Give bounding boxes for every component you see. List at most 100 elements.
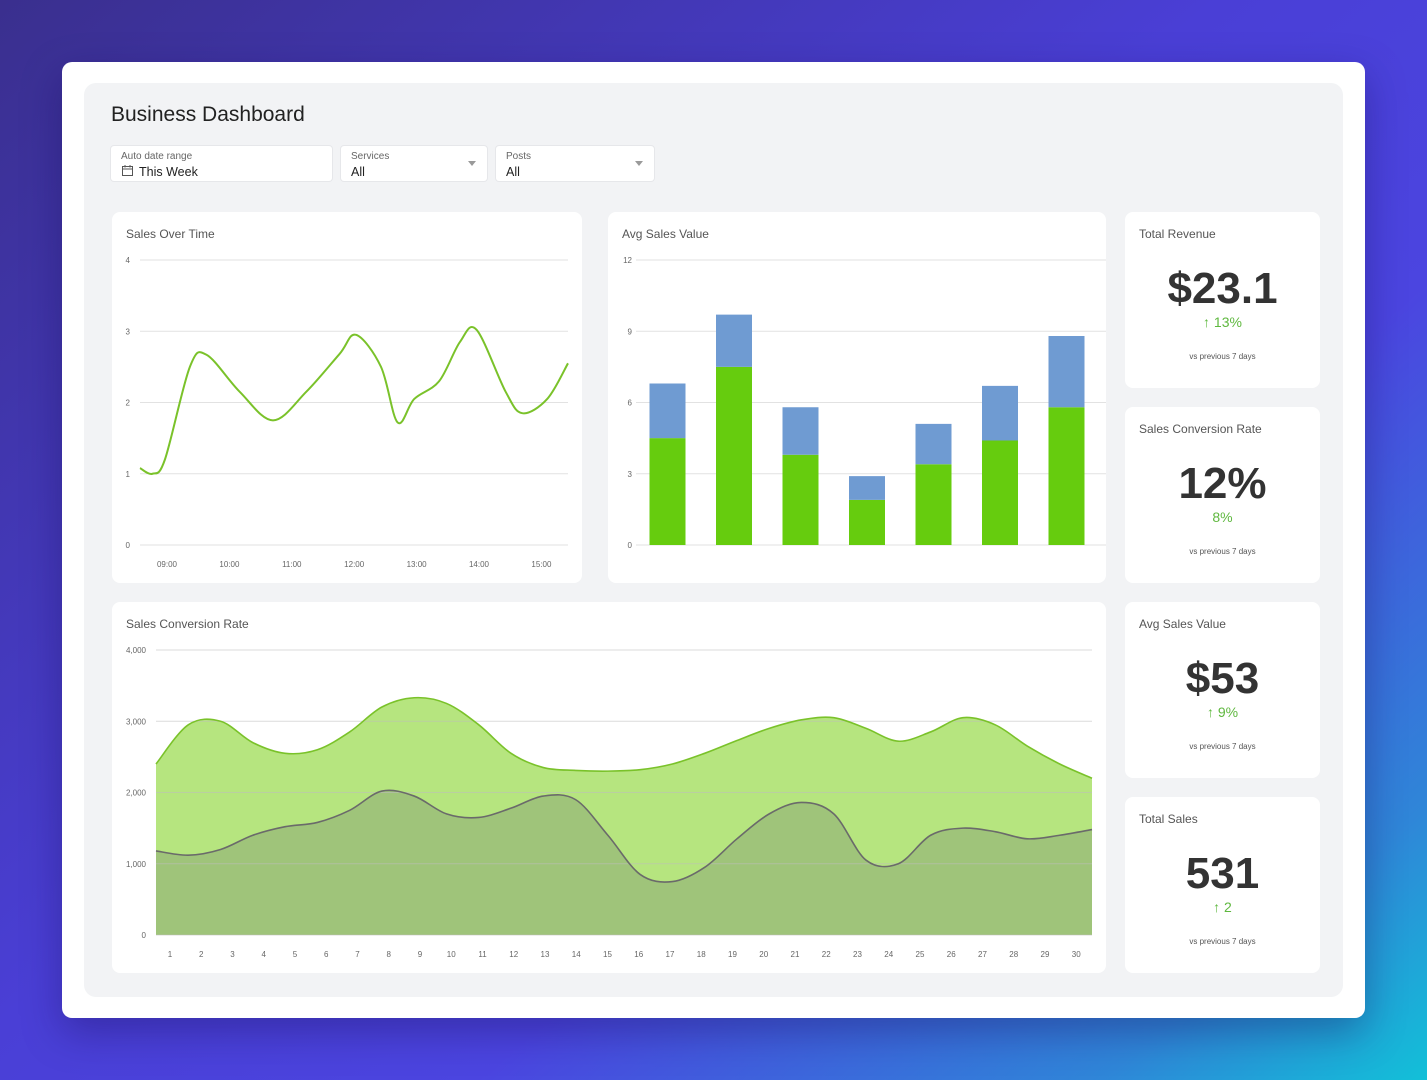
kpi-avg-sales-value: Avg Sales Value $53 ↑ 9% vs previous 7 d… (1125, 602, 1320, 778)
kpi-title: Sales Conversion Rate (1139, 422, 1262, 436)
kpi-note: vs previous 7 days (1189, 547, 1256, 556)
x-tick-label: 5 (293, 950, 298, 959)
x-tick-label: 27 (978, 950, 987, 959)
kpi-title: Total Sales (1139, 812, 1198, 826)
bar-lower (782, 454, 819, 545)
kpi-change: 8% (1212, 509, 1233, 525)
card-title: Sales Over Time (126, 227, 215, 241)
x-tick-label: 23 (853, 950, 862, 959)
y-tick-label: 1,000 (126, 860, 147, 869)
sales-conversion-rate-card: 0 1,000 2,000 3,000 4,000 1 2 3 4 5 6 7 8 9 10 11 12 13 14… (112, 602, 1106, 973)
bar-lower (849, 499, 885, 545)
x-tick-label: 26 (947, 950, 956, 959)
avg-sales-value-chart: 0 3 6 9 12 (623, 256, 1106, 550)
posts-value: All (506, 165, 520, 179)
y-tick-label: 0 (142, 931, 147, 940)
kpi-value: 12% (1178, 459, 1267, 508)
kpi-change: ↑ 2 (1213, 899, 1232, 915)
y-tick-label: 1 (126, 470, 131, 479)
x-tick-label: 4 (262, 950, 267, 959)
kpi-title: Avg Sales Value (1139, 617, 1226, 631)
y-tick-label: 4 (126, 256, 131, 265)
y-tick-label: 12 (623, 256, 632, 265)
x-tick-label: 19 (728, 950, 737, 959)
card-title: Sales Conversion Rate (126, 617, 249, 631)
x-tick-label: 2 (199, 950, 204, 959)
bar-upper (915, 423, 952, 465)
x-tick-label: 6 (324, 950, 329, 959)
posts-label: Posts (506, 151, 532, 162)
x-tick-label: 09:00 (157, 560, 178, 569)
y-tick-label: 9 (628, 327, 633, 336)
kpi-change: ↑ 13% (1203, 314, 1242, 330)
services-label: Services (351, 151, 390, 162)
avg-sales-value-card: 0 3 6 9 12 Avg Sales Value (608, 212, 1106, 583)
kpi-note: vs previous 7 days (1189, 937, 1256, 946)
kpi-note: vs previous 7 days (1189, 352, 1256, 361)
kpi-change: ↑ 9% (1206, 704, 1239, 720)
x-tick-label: 12:00 (344, 560, 365, 569)
bar-upper (649, 383, 686, 439)
x-tick-label: 3 (230, 950, 235, 959)
x-tick-label: 20 (759, 950, 768, 959)
x-tick-label: 12 (509, 950, 518, 959)
x-tick-label: 11 (478, 950, 487, 959)
x-tick-label: 29 (1041, 950, 1050, 959)
bar-upper (1048, 336, 1085, 408)
date-range-value: This Week (139, 165, 198, 179)
kpi-title: Total Revenue (1139, 227, 1216, 241)
dashboard-canvas: Business Dashboard Auto date range This … (84, 83, 1343, 997)
series-line-upper (155, 696, 1093, 779)
x-tick-label: 22 (822, 950, 831, 959)
x-tick-label: 17 (666, 950, 675, 959)
y-tick-label: 3,000 (126, 717, 147, 726)
bar-lower (716, 366, 752, 545)
x-tick-label: 11:00 (282, 560, 302, 569)
area-lower (156, 790, 1092, 935)
x-tick-label: 24 (884, 950, 893, 959)
y-tick-label: 2,000 (126, 789, 147, 798)
x-tick-label: 30 (1072, 950, 1081, 959)
calendar-icon (122, 165, 133, 176)
bar-upper (982, 385, 1018, 441)
kpi-value: $53 (1185, 654, 1260, 703)
bar-upper (849, 476, 885, 500)
y-tick-label: 3 (126, 327, 131, 336)
y-tick-label: 0 (628, 541, 633, 550)
kpi-note: vs previous 7 days (1189, 742, 1256, 751)
kpi-value: $23.1 (1167, 264, 1278, 313)
date-range-filter[interactable]: Auto date range This Week (111, 146, 332, 181)
x-tick-label: 8 (387, 950, 392, 959)
posts-filter[interactable]: Posts All (496, 146, 654, 181)
card-title: Avg Sales Value (622, 227, 709, 241)
x-tick-label: 15 (603, 950, 612, 959)
x-tick-label: 28 (1009, 950, 1018, 959)
kpi-total-sales: Total Sales 531 ↑ 2 vs previous 7 days (1125, 797, 1320, 973)
y-tick-label: 6 (628, 399, 633, 408)
services-value: All (351, 165, 365, 179)
x-tick-label: 1 (168, 950, 173, 959)
dashboard-window: Business Dashboard Auto date range This … (62, 62, 1365, 1018)
kpi-value: 531 (1185, 849, 1260, 898)
date-range-label: Auto date range (121, 151, 193, 162)
bar-upper (716, 314, 752, 367)
chevron-down-icon (468, 161, 476, 166)
y-tick-label: 0 (126, 541, 131, 550)
x-tick-label: 18 (697, 950, 706, 959)
x-tick-label: 10:00 (219, 560, 240, 569)
services-filter[interactable]: Services All (341, 146, 487, 181)
x-tick-label: 10 (447, 950, 456, 959)
x-tick-label: 9 (418, 950, 423, 959)
kpi-sales-conversion-rate: Sales Conversion Rate 12% 8% vs previous… (1125, 407, 1320, 583)
bar-lower (982, 440, 1018, 545)
y-tick-label: 3 (628, 470, 633, 479)
x-tick-label: 16 (634, 950, 643, 959)
x-tick-label: 13:00 (407, 560, 428, 569)
sales-over-time-chart: 0 1 2 3 4 09:00 10:00 11:00 12:00 13:00 14:00 15:00 (126, 256, 569, 569)
series-line-lower (155, 789, 1093, 883)
x-tick-label: 21 (791, 950, 800, 959)
x-tick-label: 14:00 (469, 560, 490, 569)
bar-lower (1048, 407, 1085, 545)
bar-lower (915, 464, 952, 545)
